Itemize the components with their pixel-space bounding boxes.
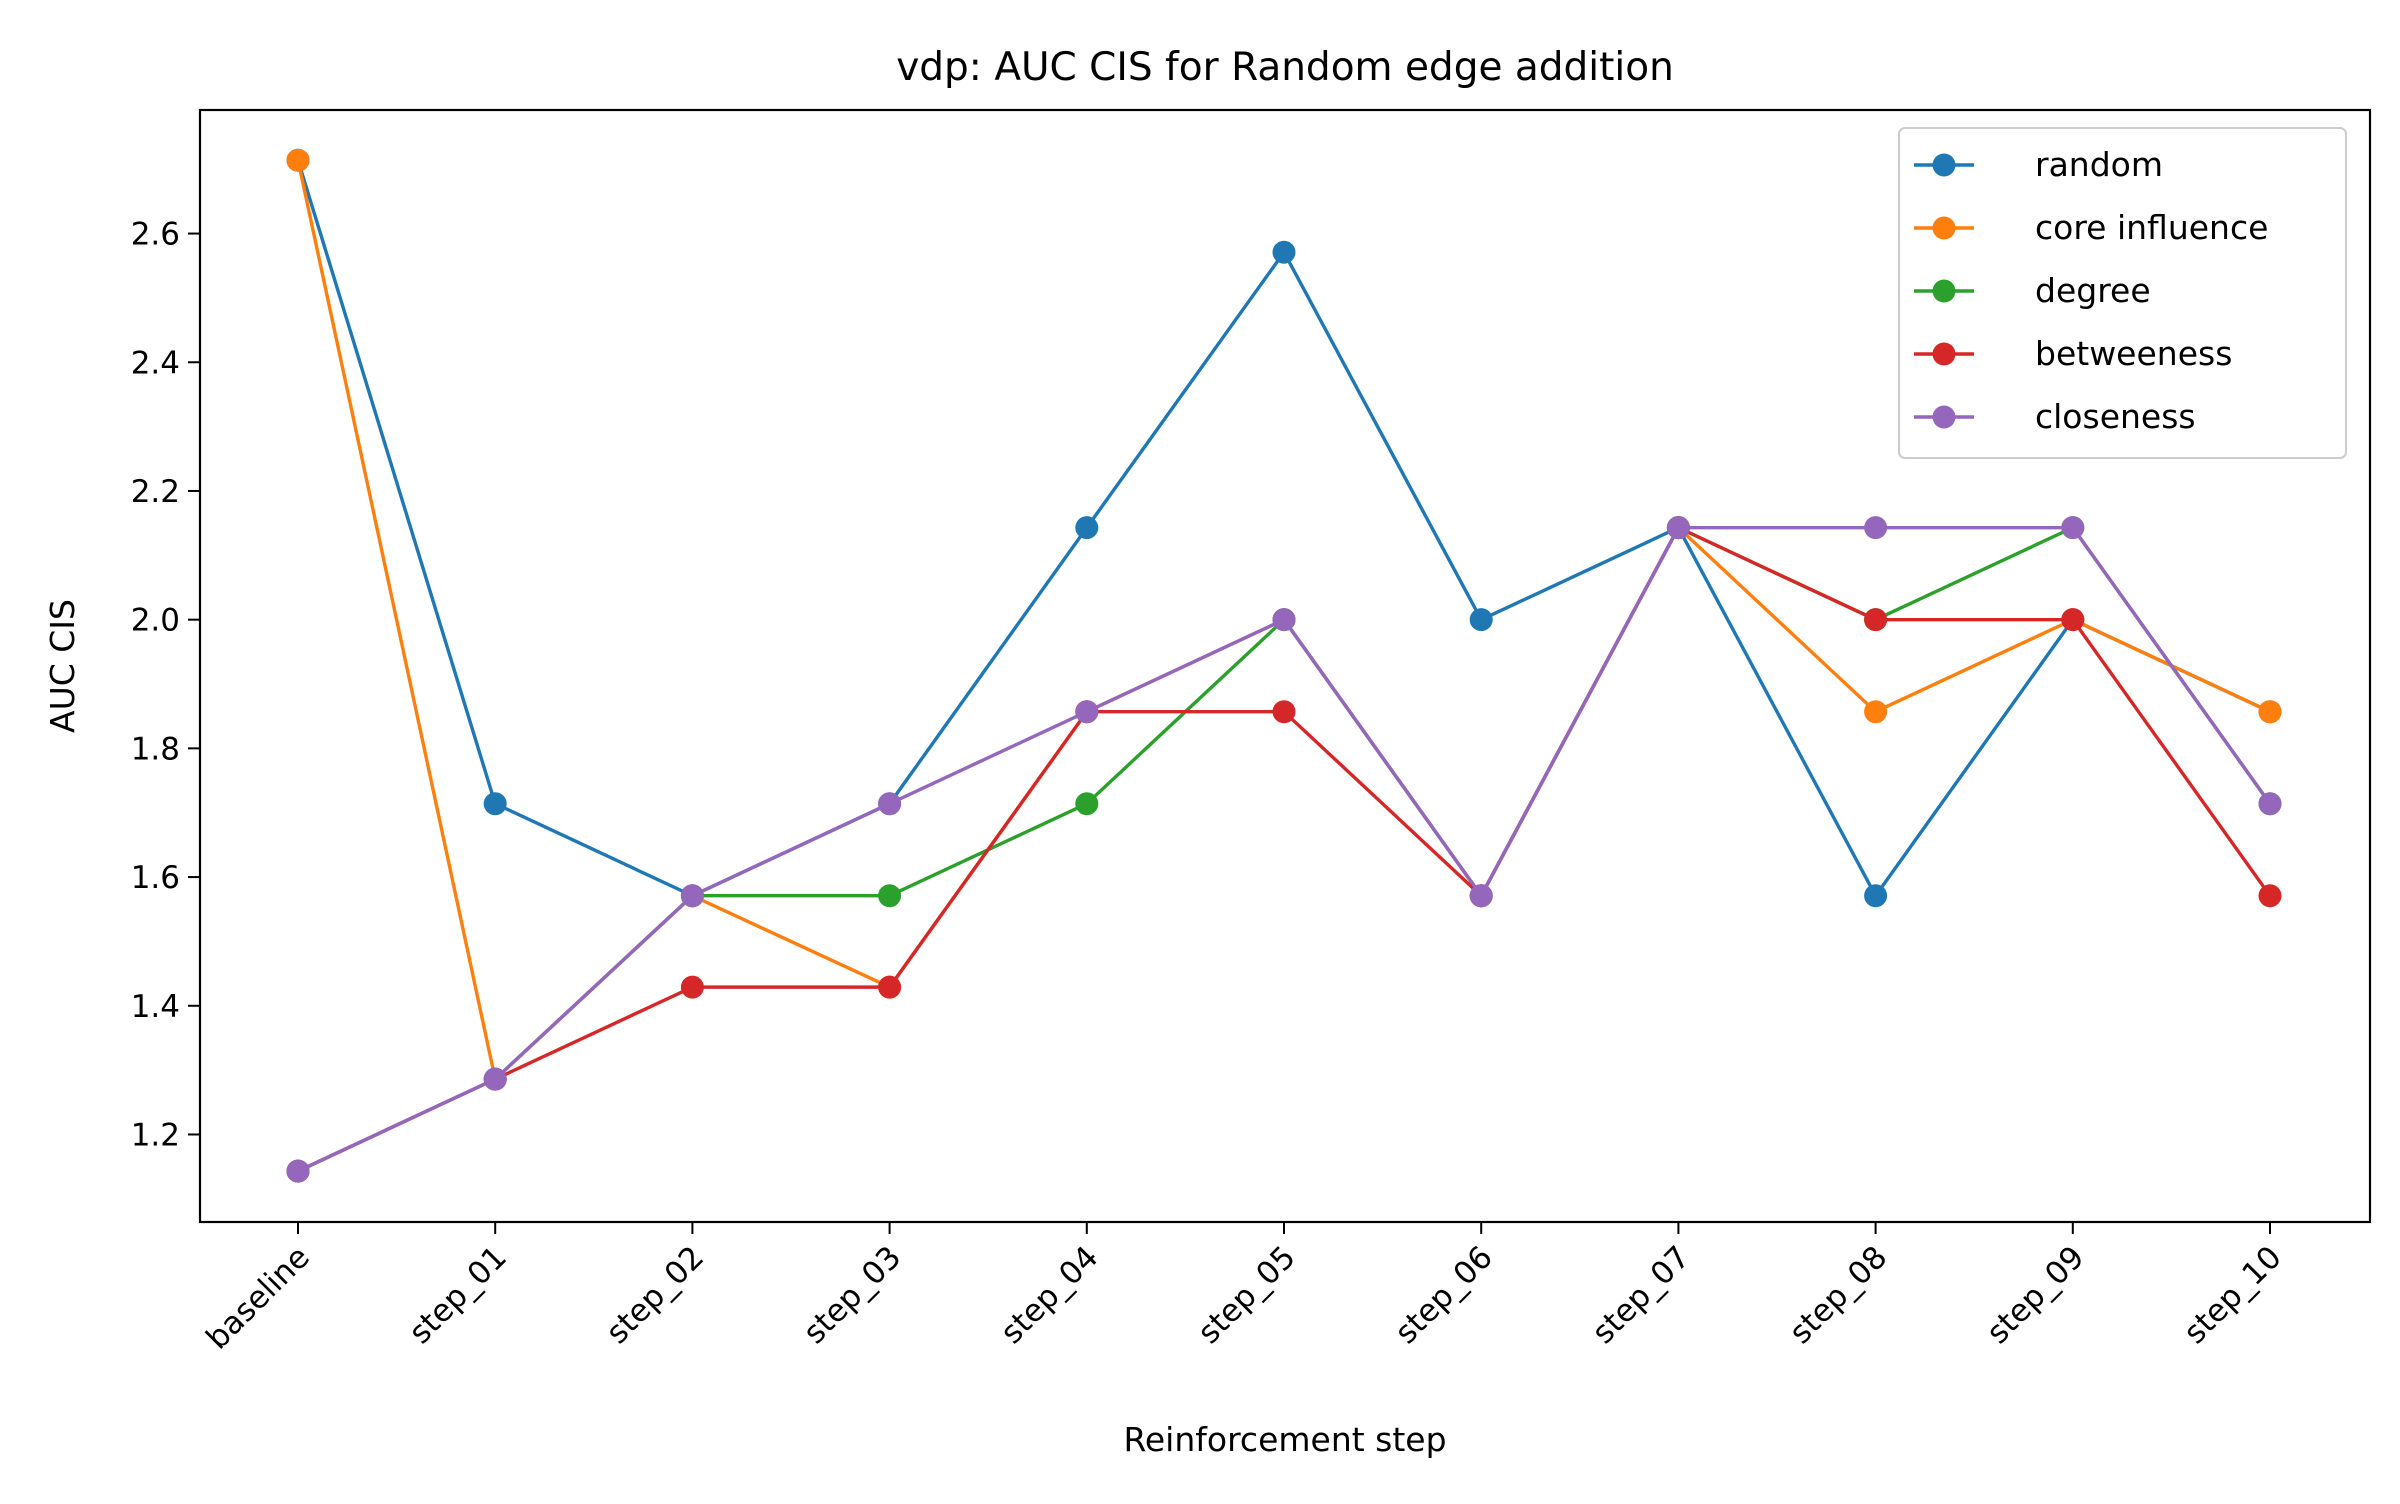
- legend-swatch-marker: [1932, 153, 1956, 177]
- data-point: [1469, 608, 1493, 632]
- data-point: [2061, 516, 2085, 540]
- legend-swatch-marker: [1932, 279, 1956, 303]
- x-tick-label: baseline: [199, 1239, 316, 1356]
- data-point: [1864, 608, 1888, 632]
- x-tick-label: step_08: [1783, 1239, 1895, 1351]
- x-tick-label: step_07: [1585, 1239, 1697, 1351]
- legend-item: betweeness: [1914, 334, 2232, 373]
- y-tick-label: 1.2: [131, 1117, 180, 1153]
- x-tick-label: step_06: [1388, 1239, 1500, 1351]
- data-point: [286, 1159, 310, 1183]
- data-point: [1075, 792, 1099, 816]
- y-tick-label: 2.0: [131, 603, 180, 639]
- legend-item: closeness: [1914, 397, 2196, 436]
- data-point: [1272, 700, 1296, 724]
- x-tick-label: step_05: [1191, 1239, 1303, 1351]
- data-point: [1272, 240, 1296, 264]
- legend-item: degree: [1914, 271, 2151, 310]
- legend-box: [1898, 127, 2347, 459]
- legend-swatch-marker: [1932, 405, 1956, 429]
- data-point: [878, 792, 902, 816]
- data-point: [286, 148, 310, 172]
- data-point: [2258, 700, 2282, 724]
- data-point: [2258, 884, 2282, 908]
- data-point: [1666, 516, 1690, 540]
- series-closeness: [286, 516, 2282, 1183]
- x-axis-label: Reinforcement step: [1123, 1420, 1446, 1459]
- y-tick-label: 2.6: [131, 217, 180, 253]
- legend-label: degree: [2035, 271, 2151, 310]
- legend-item: core influence: [1914, 208, 2268, 247]
- data-point: [483, 792, 507, 816]
- data-point: [1075, 516, 1099, 540]
- plot-area: [286, 148, 2282, 1183]
- x-tick-label: step_03: [797, 1239, 909, 1351]
- chart-title: vdp: AUC CIS for Random edge addition: [896, 45, 1674, 90]
- legend: random core influence degree betweeness clos…: [1898, 127, 2347, 459]
- data-point: [680, 975, 704, 999]
- y-tick-label: 2.2: [131, 474, 180, 510]
- x-tick-label: step_09: [1980, 1239, 2092, 1351]
- data-point: [1864, 884, 1888, 908]
- x-tick-label: step_01: [402, 1239, 514, 1351]
- data-point: [1469, 884, 1493, 908]
- data-point: [1864, 700, 1888, 724]
- data-point: [1075, 700, 1099, 724]
- y-tick-label: 1.8: [131, 731, 180, 767]
- x-tick-label: step_02: [599, 1239, 711, 1351]
- legend-swatch-marker: [1932, 216, 1956, 240]
- data-point: [2061, 608, 2085, 632]
- legend-label: core influence: [2035, 208, 2268, 247]
- y-tick-label: 1.4: [131, 989, 180, 1025]
- y-axis-label: AUC CIS: [43, 599, 82, 733]
- legend-label: betweeness: [2035, 334, 2232, 373]
- data-point: [878, 975, 902, 999]
- x-tick-label: step_10: [2177, 1239, 2289, 1351]
- data-point: [1864, 516, 1888, 540]
- y-tick-label: 1.6: [131, 860, 180, 896]
- legend-label: closeness: [2035, 397, 2196, 436]
- legend-item: random: [1914, 145, 2163, 184]
- data-point: [878, 884, 902, 908]
- x-tick-label: step_04: [994, 1239, 1106, 1351]
- data-point: [483, 1067, 507, 1091]
- y-tick-label: 2.4: [131, 345, 180, 381]
- legend-label: random: [2035, 145, 2163, 184]
- data-point: [680, 884, 704, 908]
- legend-swatch-marker: [1932, 342, 1956, 366]
- data-point: [1272, 608, 1296, 632]
- data-point: [2258, 792, 2282, 816]
